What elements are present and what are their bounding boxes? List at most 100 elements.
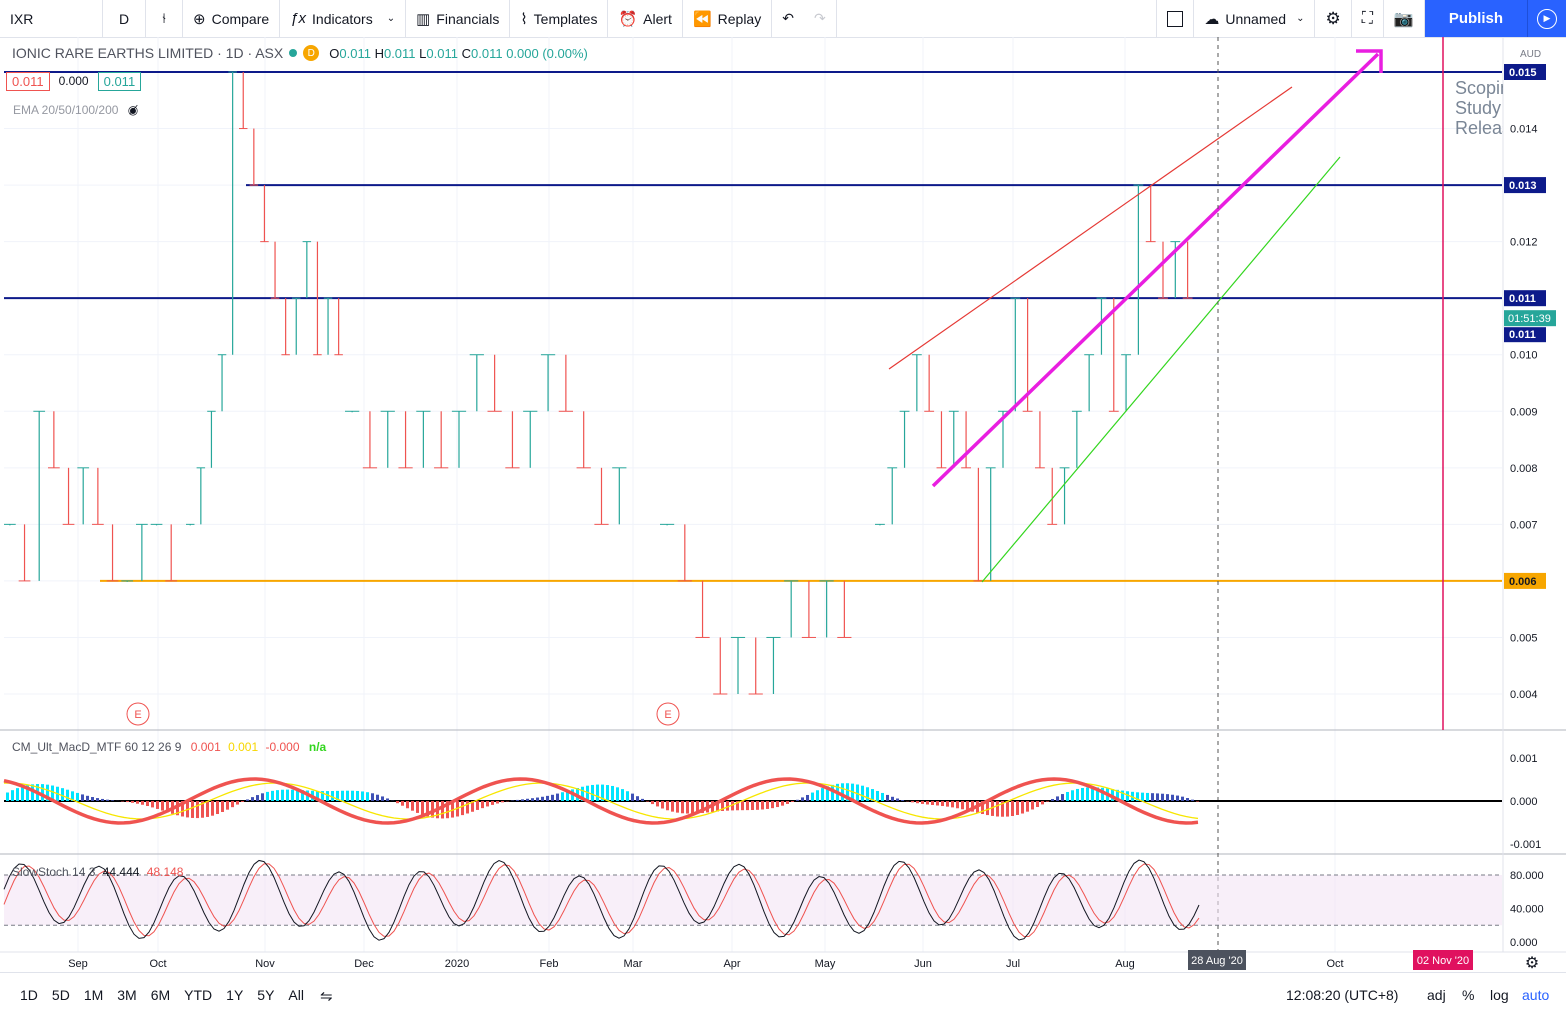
macd-histogram-bar [281, 790, 284, 801]
layout-name: Unnamed [1225, 11, 1286, 27]
macd-histogram-bar [1161, 794, 1164, 801]
macd-histogram-bar [811, 793, 814, 801]
range-5d[interactable]: 5D [52, 987, 70, 1003]
macd-histogram-bar [361, 791, 364, 801]
macd-histogram-bar [921, 801, 924, 804]
range-1m[interactable]: 1M [84, 987, 103, 1003]
macd-histogram-bar [686, 801, 689, 814]
macd-histogram-bar [461, 801, 464, 815]
time-tick-label: 2020 [445, 958, 469, 970]
financials-button[interactable]: ▥Financials [406, 0, 510, 37]
range-1d[interactable]: 1D [20, 987, 38, 1003]
fullscreen-select-button[interactable] [1156, 0, 1194, 37]
templates-label: Templates [534, 11, 598, 27]
macd-histogram-bar [226, 801, 229, 810]
macd-legend: CM_Ult_MacD_MTF 60 12 26 9 0.001 0.001 -… [12, 740, 326, 754]
play-button[interactable]: ▶ [1527, 0, 1566, 37]
eye-off-icon[interactable]: ◉̸ [128, 103, 138, 117]
macd-histogram-bar [61, 788, 64, 801]
clock-time[interactable]: 12:08:20 (UTC+8) [1286, 987, 1398, 1003]
percent-toggle[interactable]: % [1462, 987, 1474, 1003]
macd-histogram-bar [1166, 794, 1169, 801]
compare-label: Compare [212, 11, 270, 27]
macd-histogram-bar [1021, 801, 1024, 814]
macd-histogram-bar [291, 790, 294, 801]
chart-type-button[interactable]: ⫮ [146, 0, 183, 37]
chart-canvas[interactable]: EE 0.0040.0050.0060.0070.0080.0090.0100.… [0, 37, 1566, 972]
macd-histogram-bar [776, 801, 779, 807]
macd-histogram-bar [931, 801, 934, 805]
spread-value: 0.000 [55, 72, 93, 91]
macd-histogram-bar [481, 801, 484, 808]
ask-value[interactable]: 0.011 [98, 72, 142, 91]
macd-histogram-bar [556, 794, 559, 801]
macd-histogram-bar [831, 785, 834, 801]
macd-histogram-bar [691, 801, 694, 814]
range-1y[interactable]: 1Y [226, 987, 243, 1003]
price-tick-label: 0.009 [1510, 406, 1538, 418]
bid-value[interactable]: 0.011 [6, 72, 50, 91]
auto-toggle[interactable]: auto [1522, 987, 1549, 1003]
range-ytd[interactable]: YTD [184, 987, 212, 1003]
financials-label: Financials [436, 11, 499, 27]
settings-button[interactable]: ⚙ [1315, 0, 1351, 37]
macd-histogram-bar [151, 801, 154, 807]
macd-histogram-bar [1146, 793, 1149, 801]
goto-date-icon[interactable]: ⇋ [320, 987, 333, 1005]
macd-histogram-bar [591, 785, 594, 801]
cloud-icon: ☁ [1204, 10, 1219, 28]
delay-badge: D [303, 45, 319, 61]
range-3m[interactable]: 3M [117, 987, 136, 1003]
price-label: 0.006 [1509, 576, 1537, 588]
macd-histogram-bar [661, 801, 664, 808]
macd-histogram-bar [86, 796, 89, 801]
macd-histogram-bar [546, 796, 549, 801]
templates-button[interactable]: ⌇Templates [510, 0, 608, 37]
macd-histogram-bar [1031, 801, 1034, 809]
macd-histogram-bar [1011, 801, 1014, 816]
range-6m[interactable]: 6M [151, 987, 170, 1003]
macd-histogram-bar [6, 793, 9, 801]
replay-button[interactable]: ⏪Replay [683, 0, 772, 37]
macd-histogram-bar [261, 793, 264, 801]
snapshot-button[interactable]: 📷 [1384, 0, 1425, 37]
undo-button[interactable]: ↶ [772, 0, 804, 37]
macd-histogram-bar [751, 801, 754, 810]
macd-histogram-bar [381, 796, 384, 801]
interval-button[interactable]: D [103, 0, 146, 37]
macd-histogram-bar [936, 801, 939, 805]
macd-histogram-bar [526, 799, 529, 801]
macd-histogram-bar [1186, 798, 1189, 801]
macd-histogram-bar [1006, 801, 1009, 817]
range-5y[interactable]: 5Y [257, 987, 274, 1003]
alert-button[interactable]: ⏰Alert [608, 0, 682, 37]
publish-button[interactable]: Publish [1425, 0, 1527, 37]
macd-histogram-bar [476, 801, 479, 810]
price-label: 0.013 [1509, 180, 1537, 192]
macd-histogram-bar [41, 784, 44, 801]
fullscreen-button[interactable]: ⛶ [1352, 0, 1384, 37]
adj-toggle[interactable]: adj [1427, 987, 1446, 1003]
price-tick-label: 0.007 [1510, 519, 1538, 531]
macd-histogram-bar [891, 797, 894, 801]
stoch-tick-label: 80.000 [1510, 870, 1544, 882]
redo-icon: ↷ [814, 10, 826, 27]
compare-button[interactable]: ⊕Compare [183, 0, 280, 37]
macd-histogram-bar [396, 801, 399, 803]
layout-button[interactable]: ☁Unnamed⌄ [1194, 0, 1315, 37]
macd-histogram-bar [771, 801, 774, 808]
log-toggle[interactable]: log [1490, 987, 1509, 1003]
symbol-search[interactable]: IXR [0, 0, 103, 37]
macd-histogram-bar [501, 801, 504, 802]
redo-button[interactable]: ↷ [804, 0, 837, 37]
macd-histogram-bar [1046, 801, 1049, 802]
macd-histogram-bar [206, 801, 209, 817]
macd-histogram-bar [1081, 788, 1084, 801]
macd-histogram-bar [1086, 787, 1089, 801]
macd-histogram-bar [876, 791, 879, 801]
macd-histogram-bar [131, 801, 134, 803]
range-all[interactable]: All [288, 987, 304, 1003]
